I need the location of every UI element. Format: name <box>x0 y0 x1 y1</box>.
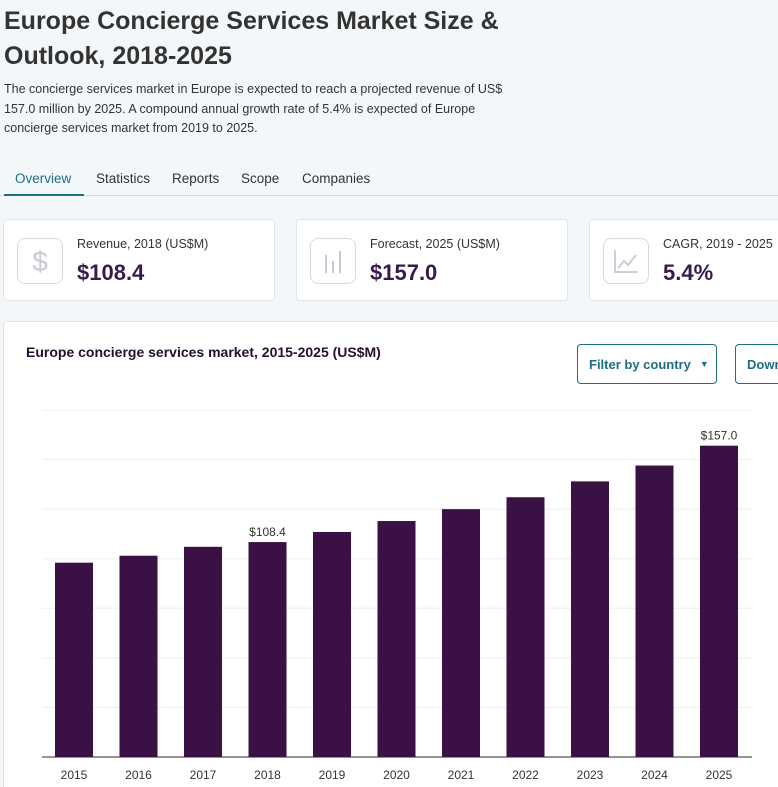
tab-overview[interactable]: Overview <box>15 171 72 186</box>
chevron-down-icon: ▼ <box>699 359 709 369</box>
x-tick-label: 2015 <box>61 768 88 782</box>
bar-2021[interactable] <box>442 509 480 757</box>
tab-reports[interactable]: Reports <box>172 171 220 186</box>
data-label: $108.4 <box>249 525 286 539</box>
filter-button-label: Filter by country <box>589 356 691 372</box>
bar-2018[interactable] <box>248 542 287 757</box>
kpi-label: CAGR, 2019 - 2025 <box>663 237 773 251</box>
tab-bar: Overview Statistics Reports Scope Compan… <box>0 160 778 196</box>
data-label: $157.0 <box>701 429 738 443</box>
bar-2022[interactable] <box>506 497 545 757</box>
download-button[interactable]: Down <box>735 344 778 384</box>
x-tick-label: 2021 <box>448 768 475 782</box>
bar-2020[interactable] <box>377 521 416 757</box>
filter-by-country-button[interactable]: Filter by country ▼ <box>577 344 717 384</box>
x-tick-label: 2024 <box>641 768 668 782</box>
chart-title: Europe concierge services market, 2015-2… <box>26 344 381 360</box>
tab-scope[interactable]: Scope <box>241 171 280 186</box>
kpi-value: 5.4% <box>663 260 714 285</box>
dollar-icon: $ <box>17 238 63 284</box>
bar-2024[interactable] <box>635 465 674 757</box>
svg-text:$: $ <box>32 246 48 277</box>
active-tab-indicator <box>4 194 84 196</box>
x-tick-label: 2019 <box>319 768 346 782</box>
kpi-label: Forecast, 2025 (US$M) <box>370 237 500 251</box>
bar-chart: 2015 2016 2017 2018 $108.4 2019 2020 2021 2022 20… <box>42 409 752 782</box>
page-description: The concierge services market in Europe … <box>4 82 503 135</box>
kpi-value: $157.0 <box>370 260 438 285</box>
bar-2025[interactable] <box>700 445 738 757</box>
kpi-card-cagr: CAGR, 2019 - 2025 5.4% <box>589 219 778 301</box>
bar-chart-icon <box>310 238 356 284</box>
x-tick-label: 2023 <box>577 768 604 782</box>
tab-statistics[interactable]: Statistics <box>96 171 151 186</box>
x-tick-label: 2025 <box>706 768 733 782</box>
kpi-value: $108.4 <box>77 260 145 285</box>
bar-2015[interactable] <box>55 562 93 757</box>
bar-2019[interactable] <box>313 531 351 757</box>
kpi-label: Revenue, 2018 (US$M) <box>77 237 209 251</box>
x-tick-label: 2020 <box>383 768 410 782</box>
kpi-card-revenue: $ Revenue, 2018 (US$M) $108.4 <box>3 219 275 301</box>
x-tick-label: 2018 <box>254 768 281 782</box>
trend-line-icon <box>603 238 649 284</box>
x-tick-label: 2016 <box>125 768 152 782</box>
page-title: Europe Concierge Services Market Size & … <box>4 7 499 70</box>
bar-2023[interactable] <box>571 481 609 757</box>
bar-2017[interactable] <box>184 546 222 757</box>
bar-2016[interactable] <box>119 555 158 757</box>
x-tick-label: 2022 <box>512 768 539 782</box>
x-tick-label: 2017 <box>190 768 217 782</box>
tab-companies[interactable]: Companies <box>302 171 371 186</box>
kpi-card-forecast: Forecast, 2025 (US$M) $157.0 <box>296 219 568 301</box>
download-button-label: Down <box>747 356 778 372</box>
